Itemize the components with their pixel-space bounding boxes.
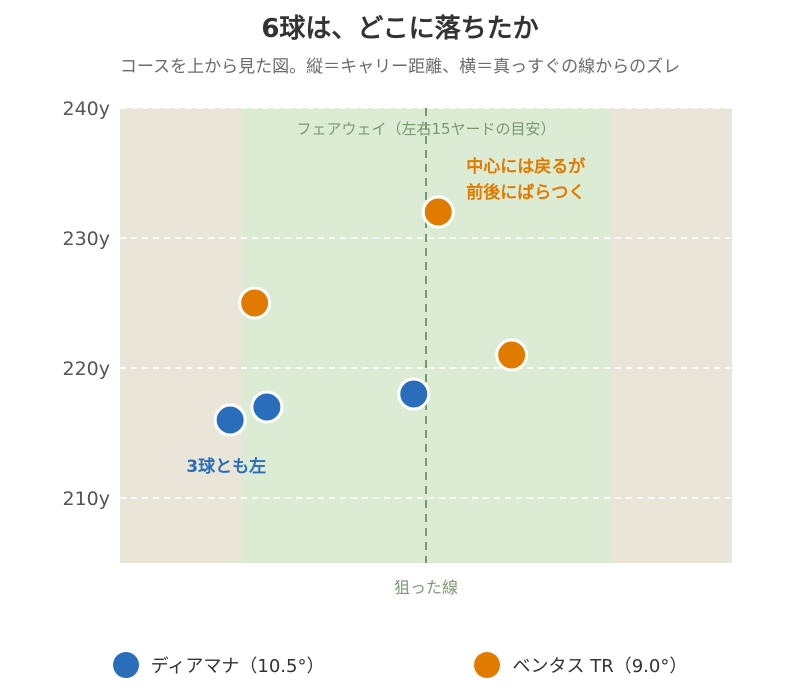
y-tick-label: 230y — [62, 228, 110, 250]
y-tick-label: 210y — [62, 488, 110, 510]
data-point-ventus — [495, 338, 529, 372]
legend-label-diamana: ディアマナ（10.5°） — [150, 656, 325, 677]
annotation-left: 3球とも左 — [186, 456, 266, 477]
data-point-diamana — [250, 390, 284, 424]
data-point-diamana — [397, 377, 431, 411]
y-tick-labels: 210y 220y 230y 240y — [62, 98, 110, 510]
data-point-ventus — [421, 195, 455, 229]
legend-label-ventus: ベンタス TR（9.0°） — [512, 656, 688, 677]
data-point-diamana — [213, 403, 247, 437]
data-point-ventus — [238, 286, 272, 320]
y-tick-label: 220y — [62, 358, 110, 380]
data-points — [213, 195, 529, 437]
legend-swatch-ventus — [474, 652, 501, 678]
x-axis-label: 狙った線 — [394, 578, 458, 597]
y-tick-label: 240y — [62, 98, 110, 120]
legend-item-diamana: ディアマナ（10.5°） — [112, 652, 325, 678]
legend-item-ventus: ベンタス TR（9.0°） — [474, 652, 687, 678]
chart-subtitle: コースを上から見た図。縦＝キャリー距離、横＝真っすぐの線からのズレ — [119, 57, 681, 77]
chart-title: 6球は、どこに落ちたか — [261, 14, 539, 44]
legend-swatch-diamana — [112, 652, 139, 678]
legend: ディアマナ（10.5°） ベンタス TR（9.0°） — [0, 652, 800, 678]
annotation-right-line-1: 中心には戻るが — [466, 156, 585, 177]
grid-lines — [120, 107, 732, 499]
annotation-right-line-2: 前後にばらつく — [466, 182, 585, 203]
